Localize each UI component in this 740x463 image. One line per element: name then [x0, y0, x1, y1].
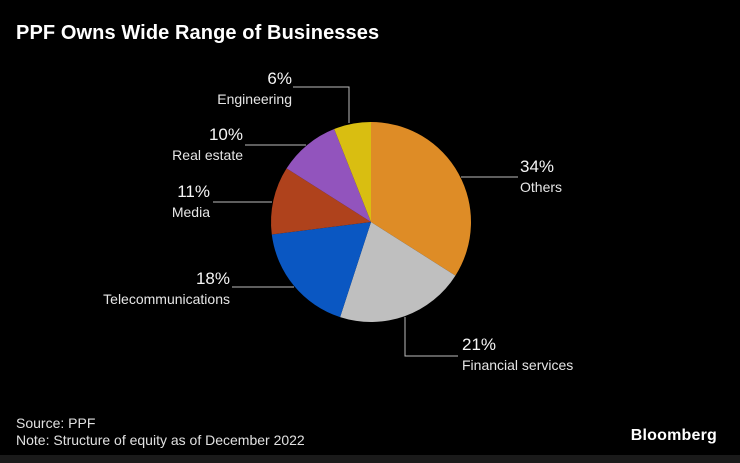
slice-label-engineering: 6% Engineering [217, 69, 292, 108]
pie-slice-telecommunications [271, 222, 371, 318]
slice-name: Financial services [462, 357, 574, 373]
source-note: Source: PPF Note: Structure of equity as… [16, 415, 305, 449]
slice-label-real-estate: 10% Real estate [172, 125, 243, 164]
callout-line-engineering [293, 86, 350, 123]
chart-title: PPF Owns Wide Range of Businesses [16, 22, 380, 44]
pie-slice-media [271, 168, 371, 235]
slice-percent: 11% [177, 182, 210, 201]
slice-label-others: 34% Others [520, 157, 562, 196]
slice-label-telecommunications: 18% Telecommunications [103, 269, 230, 308]
callout-line-financial-services [404, 317, 458, 357]
slice-percent: 6% [267, 69, 292, 88]
slice-label-media: 11% Media [172, 182, 210, 221]
slice-name: Others [520, 179, 563, 195]
slice-name: Real estate [172, 147, 243, 163]
source-line: Source: PPF [16, 415, 96, 431]
slice-percent: 21% [462, 335, 497, 354]
slice-name: Engineering [217, 91, 292, 107]
slice-percent: 10% [208, 125, 243, 144]
pie-slice-real-estate [286, 129, 371, 222]
pie-slice-financial-services [340, 222, 456, 323]
pie-slice-others [371, 122, 471, 276]
bloomberg-logo: Bloomberg [630, 427, 717, 444]
slice-name: Media [171, 204, 210, 220]
slice-percent: 18% [195, 269, 230, 288]
slice-name: Telecommunications [103, 291, 230, 307]
bottom-strip [0, 455, 740, 463]
slice-percent: 34% [520, 157, 555, 176]
note-line: Note: Structure of equity as of December… [16, 432, 305, 448]
pie-slice-engineering [334, 121, 371, 222]
slice-label-financial-services: 21% Financial services [462, 335, 573, 374]
